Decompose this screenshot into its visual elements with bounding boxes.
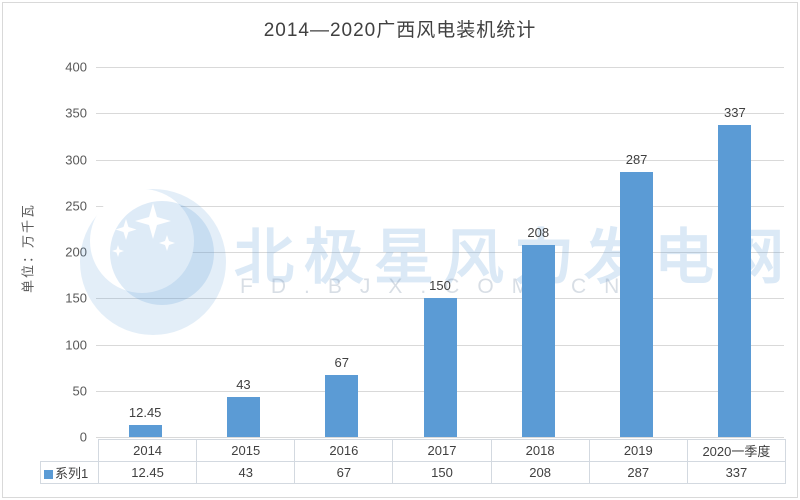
- y-axis-tick-label: 250: [65, 198, 87, 214]
- bar-2017: [423, 298, 457, 437]
- table-value-cell: 150: [392, 461, 492, 484]
- table-corner-spacer: [40, 439, 99, 462]
- plot-area: 12.45 43 67 150 208 287 337: [96, 67, 784, 438]
- bar-value-label: 67: [334, 355, 349, 371]
- table-value-cell: 208: [490, 461, 590, 484]
- table-category-row: 2014 2015 2016 2017 2018 2019 2020一季度: [40, 439, 787, 462]
- table-category-cell: 2017: [392, 439, 492, 462]
- bar-value-label: 150: [429, 278, 451, 294]
- table-value-cell: 337: [686, 461, 787, 484]
- y-axis-tick-label: 200: [65, 244, 87, 260]
- bar-value-label: 287: [625, 151, 648, 167]
- legend-swatch-icon: [44, 470, 53, 479]
- bar-2020一季度: [718, 125, 752, 437]
- bar-series: 12.45 43 67 150 208 287 337: [96, 67, 784, 437]
- data-table: 2014 2015 2016 2017 2018 2019 2020一季度 系列1 12.4…: [40, 439, 787, 484]
- table-value-row: 系列1 12.45 43 67 150 208 287 337: [40, 461, 787, 484]
- table-category-cell: 2015: [196, 439, 296, 462]
- table-category-cell: 2018: [490, 439, 590, 462]
- gridline: [96, 159, 784, 161]
- y-axis-tick-label: 150: [65, 290, 87, 306]
- gridline: [96, 252, 784, 253]
- bar-value-label: 43: [236, 377, 251, 393]
- table-category-cell: 2020一季度: [686, 439, 787, 462]
- y-axis-tick-label: 50: [72, 383, 87, 399]
- bar-value-label: 208: [527, 224, 550, 240]
- bar-value-label: 12.45: [128, 405, 162, 421]
- bar-2018: [521, 244, 555, 437]
- y-axis-tick-label: 350: [65, 105, 87, 121]
- table-value-cell: 43: [196, 461, 296, 484]
- y-axis-tick-label: 400: [65, 59, 87, 75]
- chart-title: 2014—2020广西风电装机统计: [263, 20, 537, 41]
- bar-2015: [226, 397, 260, 437]
- bar-2016: [325, 375, 359, 437]
- gridline: [96, 67, 784, 68]
- table-category-cell: 2016: [294, 439, 394, 462]
- table-category-cell: 2014: [97, 439, 198, 462]
- table-category-cell: 2019: [588, 439, 688, 462]
- table-value-cell: 67: [294, 461, 394, 484]
- bar-2019: [620, 171, 654, 437]
- y-axis-tick-labels: 0 50 100 150 200 250 300 350 400: [3, 60, 87, 445]
- table-value-cell: 287: [588, 461, 688, 484]
- gridline: [96, 113, 784, 115]
- legend-cell: 系列1: [40, 461, 99, 484]
- y-axis-tick-label: 0: [79, 429, 87, 445]
- table-value-cell: 12.45: [97, 461, 198, 484]
- bar-2014: [128, 425, 162, 437]
- y-axis-tick-label: 300: [65, 152, 87, 167]
- y-axis-tick-label: 100: [65, 337, 87, 352]
- gridline: [96, 437, 784, 438]
- gridline: [96, 205, 784, 207]
- legend-series-label: 系列1: [55, 466, 89, 481]
- bar-value-label: 337: [723, 105, 746, 121]
